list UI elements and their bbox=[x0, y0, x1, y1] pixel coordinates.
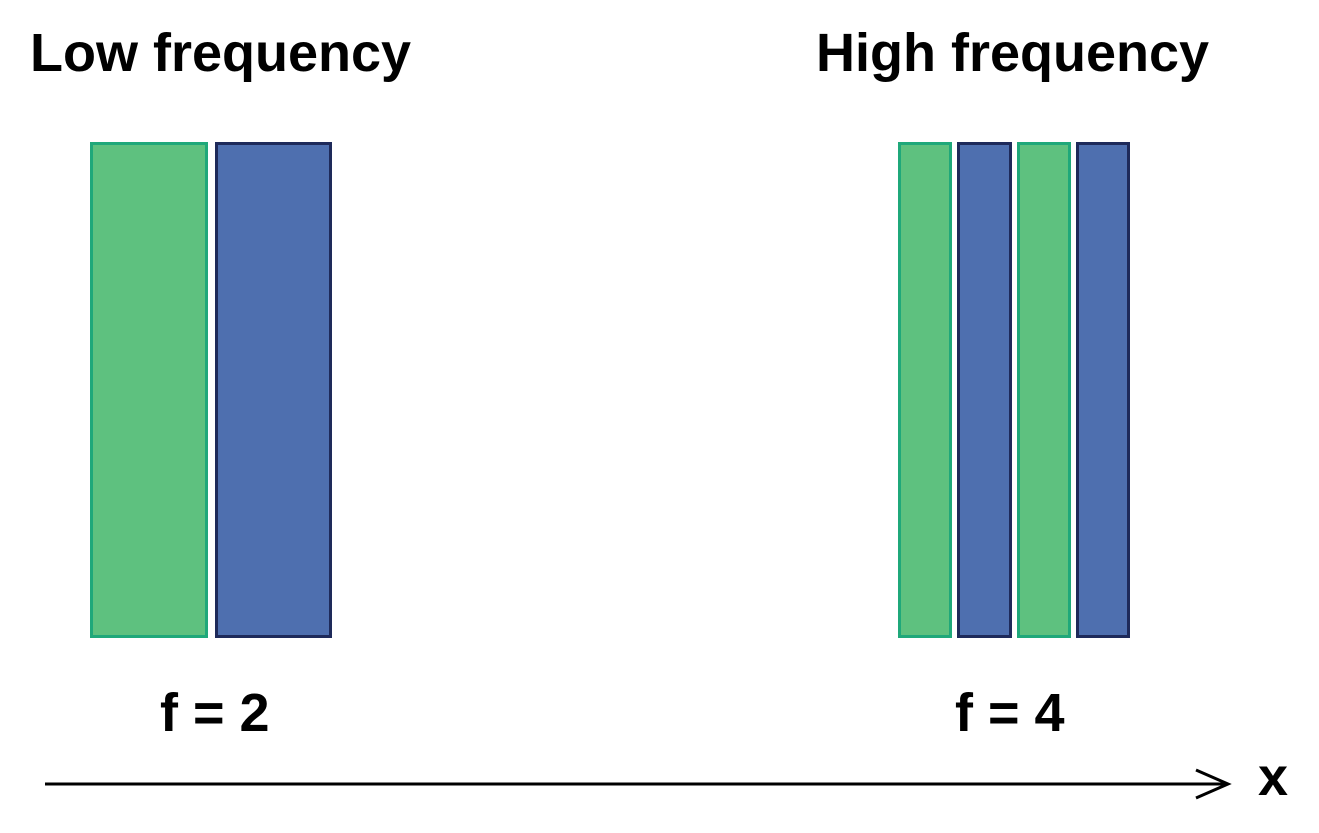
green-stripe bbox=[1016, 142, 1071, 638]
low-frequency-stripe-group bbox=[90, 142, 332, 638]
x-axis-arrow bbox=[45, 768, 1232, 800]
blue-stripe bbox=[1075, 142, 1130, 638]
low-frequency-label: f = 2 bbox=[160, 683, 270, 743]
high-frequency-label: f = 4 bbox=[955, 683, 1065, 743]
x-axis-label: x bbox=[1258, 747, 1289, 807]
high-frequency-title: High frequency bbox=[816, 23, 1210, 83]
blue-stripe bbox=[957, 142, 1012, 638]
low-frequency-title: Low frequency bbox=[30, 23, 412, 83]
high-frequency-stripe-group bbox=[898, 142, 1130, 638]
x-axis-arrowhead bbox=[1195, 768, 1232, 800]
blue-stripe bbox=[214, 142, 332, 638]
green-stripe bbox=[90, 142, 208, 638]
green-stripe bbox=[898, 142, 953, 638]
